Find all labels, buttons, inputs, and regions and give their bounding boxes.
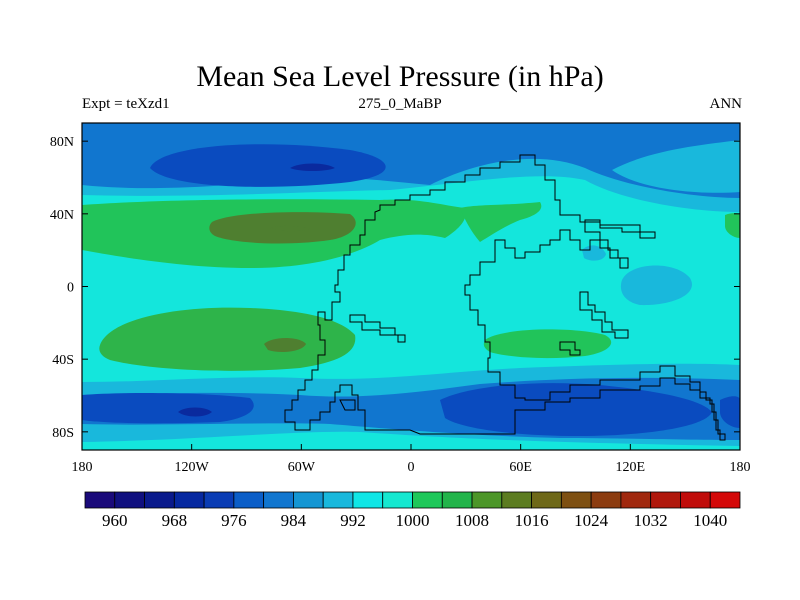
lon-tick-label: 0	[408, 460, 415, 475]
colorbar: 960 968 976 984 992 1000 1008 1016 1024 1032 1040	[84, 491, 741, 530]
colorbar-label: 984	[281, 511, 307, 530]
colorbar-swatch	[650, 491, 681, 509]
contour-992-equator-small	[582, 245, 606, 261]
contour-976-south	[82, 393, 254, 424]
colorbar-label: 1008	[455, 511, 489, 530]
contour-1008-northeast	[460, 202, 542, 242]
colorbar-swatch	[173, 491, 205, 509]
colorbar-swatch	[560, 491, 592, 509]
contour-968-north	[290, 163, 335, 171]
contour-1016-south	[264, 338, 306, 352]
colorbar-swatch	[471, 491, 503, 509]
lon-tick-label: 60W	[288, 460, 316, 475]
continent-outline-detail	[339, 399, 356, 411]
experiment-label: Expt = teXzd1	[82, 96, 170, 112]
continent-outline	[284, 154, 726, 441]
contour-968-south	[178, 407, 212, 417]
contour-992-equator-east	[620, 265, 692, 306]
axis-ticks: 180 120W 60W 0 60E 120E 180 80N 40N 0 40S 80S	[50, 135, 751, 475]
colorbar-swatch	[293, 491, 324, 509]
contour-1008-south	[99, 307, 356, 371]
colorbar-swatch	[501, 491, 532, 509]
colorbar-label: 1040	[693, 511, 727, 530]
colorbar-swatch	[441, 491, 473, 509]
continent-outline-detail	[349, 314, 406, 343]
colorbar-swatch	[144, 491, 175, 509]
colorbar-swatch	[322, 491, 354, 509]
lon-tick-label: 120W	[175, 460, 210, 475]
continent-outline-detail	[579, 291, 629, 339]
colorbar-swatch	[84, 491, 116, 509]
lat-tick-label: 0	[67, 281, 74, 296]
contour-1016-north-core	[270, 225, 310, 232]
lon-tick-label: 60E	[509, 460, 532, 475]
colorbar-swatch	[233, 491, 265, 509]
continent-outline-detail	[559, 341, 581, 356]
plot-title: Mean Sea Level Pressure (in hPa)	[196, 60, 604, 93]
colorbar-swatch	[352, 491, 384, 509]
lat-tick-label: 80N	[50, 135, 74, 150]
colorbar-swatch	[531, 491, 562, 509]
contour-1000-south-pole	[82, 431, 740, 450]
colorbar-label: 1024	[574, 511, 609, 530]
contour-field	[82, 123, 740, 450]
colorbar-label: 968	[162, 511, 188, 530]
contour-1008-south-east	[483, 329, 612, 359]
colorbar-swatch	[412, 491, 443, 509]
contour-976-north	[150, 144, 386, 187]
colorbar-swatch	[709, 491, 741, 509]
colorbar-swatch	[203, 491, 235, 509]
lat-tick-label: 40S	[52, 353, 74, 368]
colorbar-label: 1000	[396, 511, 430, 530]
colorbar-swatch	[382, 491, 413, 509]
lon-tick-label: 120E	[616, 460, 646, 475]
colorbar-swatch	[680, 491, 711, 509]
period-label: 275_0_MaBP	[358, 96, 442, 112]
lat-tick-label: 40N	[50, 208, 74, 223]
colorbar-swatch	[114, 491, 145, 509]
contour-1008-far-east	[725, 213, 740, 238]
colorbar-label: 992	[340, 511, 366, 530]
colorbar-label: 1032	[634, 511, 668, 530]
lon-tick-label: 180	[730, 460, 751, 475]
colorbar-swatch	[263, 491, 294, 509]
colorbar-label: 960	[102, 511, 128, 530]
colorbar-label: 1016	[515, 511, 549, 530]
lon-tick-label: 180	[72, 460, 93, 475]
colorbar-swatch	[620, 491, 652, 509]
lat-tick-label: 80S	[52, 426, 74, 441]
colorbar-label: 976	[221, 511, 247, 530]
colorbar-swatch	[590, 491, 622, 509]
contour-976-south-east	[440, 383, 712, 436]
season-label: ANN	[709, 96, 743, 112]
contour-976-south-far-east	[720, 396, 740, 428]
